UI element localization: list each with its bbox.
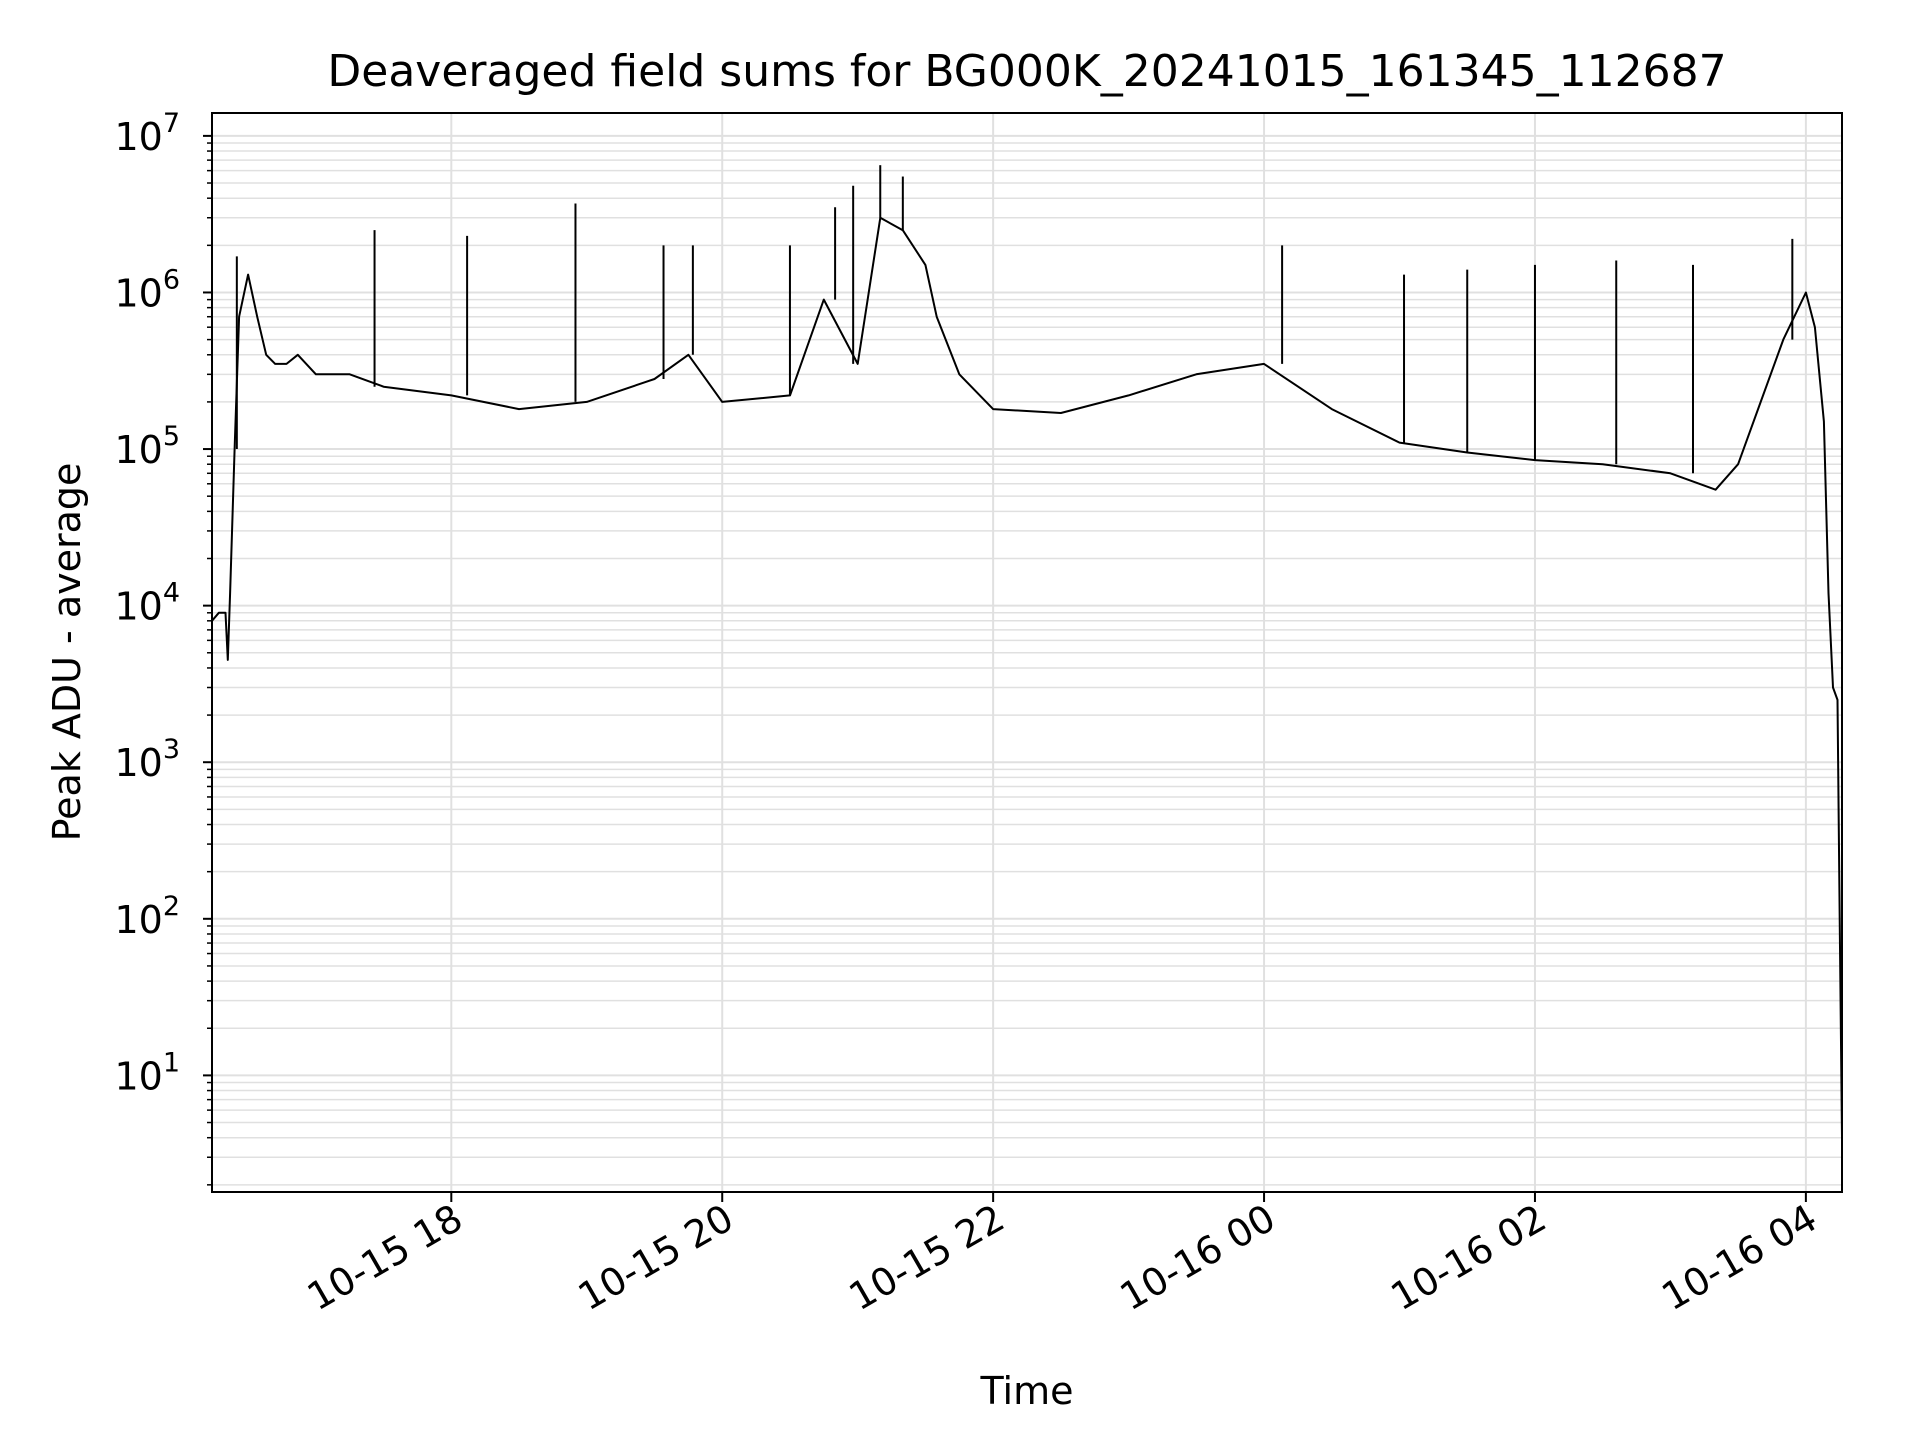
x-tick-label: 10-15 22	[842, 1196, 1012, 1320]
x-axis-label: Time	[980, 1369, 1074, 1413]
y-tick-label: 102	[114, 891, 180, 942]
series-line	[212, 216, 1842, 1138]
y-tick-label: 107	[114, 108, 180, 159]
grid-lines	[212, 113, 1842, 1192]
y-tick-label: 103	[114, 734, 180, 785]
y-tick-label: 104	[114, 578, 180, 629]
y-tick-label: 101	[114, 1047, 180, 1098]
x-tick-label: 10-16 00	[1113, 1196, 1283, 1320]
y-tick-label: 105	[114, 421, 180, 472]
x-axis: 10-15 18 10-15 20 10-15 22 10-16 00 10-16 02…	[300, 1192, 1824, 1320]
chart-title: Deaveraged field sums for BG000K_2024101…	[327, 46, 1726, 97]
x-tick-label: 10-16 02	[1383, 1196, 1553, 1320]
y-tick-label: 106	[114, 264, 180, 315]
y-axis: 101 102 103 104 105 106 107	[114, 108, 212, 1186]
x-tick-label: 10-16 04	[1654, 1196, 1824, 1320]
y-axis-label: Peak ADU - average	[45, 463, 89, 842]
x-tick-label: 10-15 20	[571, 1196, 741, 1320]
x-tick-label: 10-15 18	[300, 1196, 470, 1320]
data-series-layer	[212, 165, 1842, 1138]
